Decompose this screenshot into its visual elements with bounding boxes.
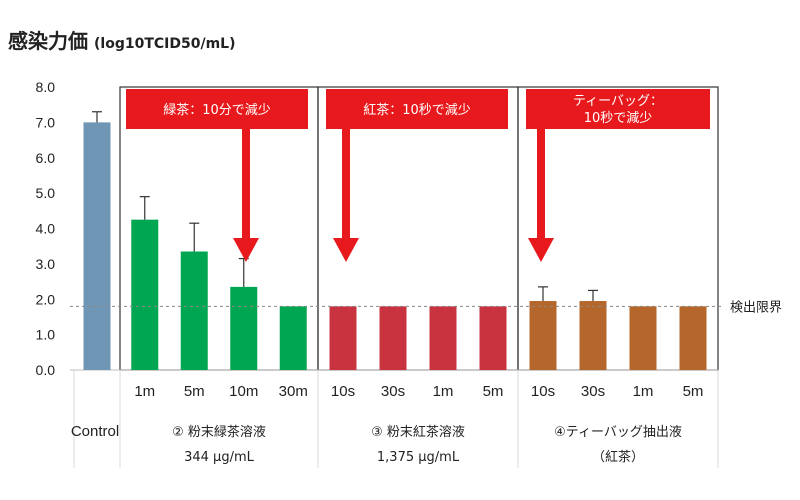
x-tick-label: 5m bbox=[184, 383, 205, 400]
bar bbox=[629, 306, 657, 370]
bar bbox=[679, 306, 707, 370]
chart-title: 感染力価 (log10TCID50/mL) bbox=[8, 29, 235, 53]
callout-box bbox=[326, 89, 508, 129]
y-tick-label: 4.0 bbox=[36, 221, 56, 237]
x-tick-label: 10s bbox=[331, 383, 355, 400]
group-label: （紅茶） bbox=[592, 449, 644, 465]
y-tick-label: 1.0 bbox=[36, 327, 56, 343]
group-panels bbox=[73, 86, 719, 468]
callouts: 緑茶：10分で減少 紅茶：10秒で減少 ティーバッグ：10秒で減少 bbox=[126, 89, 710, 262]
arrow-head bbox=[333, 238, 359, 262]
y-tick-label: 8.0 bbox=[36, 79, 56, 95]
y-tick-label: 0.0 bbox=[36, 362, 56, 378]
bar bbox=[479, 306, 507, 370]
chart-title-unit: (log10TCID50/mL) bbox=[94, 36, 235, 52]
x-tick-label: 5m bbox=[483, 383, 504, 400]
callout-text: ティーバッグ： bbox=[573, 94, 663, 109]
x-tick-label: 30s bbox=[581, 383, 605, 400]
chart-title-main: 感染力価 bbox=[8, 29, 88, 53]
category-labels: Control 1m 5m 10m 30m ② 粉末緑茶溶液 344 µg/mL 10s 30s… bbox=[71, 383, 704, 465]
x-tick-label: 10s bbox=[531, 383, 555, 400]
y-tick-label: 5.0 bbox=[36, 185, 56, 201]
bar bbox=[230, 286, 258, 370]
bar bbox=[180, 251, 208, 370]
x-tick-label: 30m bbox=[279, 383, 308, 400]
callout-text: 緑茶：10分で減少 bbox=[163, 102, 271, 118]
y-tick-label: 7.0 bbox=[36, 114, 56, 130]
bar bbox=[429, 306, 457, 370]
group-label: ② 粉末緑茶溶液 bbox=[172, 424, 266, 440]
arrow-head bbox=[233, 238, 259, 262]
arrow-shaft bbox=[342, 127, 350, 240]
bar bbox=[83, 122, 111, 370]
callout-text: 紅茶：10秒で減少 bbox=[363, 102, 471, 118]
x-tick-label: 1m bbox=[633, 383, 654, 400]
y-tick-label: 2.0 bbox=[36, 291, 56, 307]
group-label: 1,375 µg/mL bbox=[377, 450, 460, 465]
bar bbox=[279, 306, 307, 370]
callout-box bbox=[126, 89, 308, 129]
x-tick-label: 1m bbox=[433, 383, 454, 400]
x-tick-label: 5m bbox=[683, 383, 704, 400]
group-label: ④ティーバッグ抽出液 bbox=[554, 425, 682, 440]
x-tick-label: 1m bbox=[134, 383, 155, 400]
callout-box bbox=[526, 89, 710, 129]
group-label: Control bbox=[71, 423, 119, 440]
arrow-shaft bbox=[537, 127, 545, 240]
bar bbox=[379, 306, 407, 370]
group-label: ③ 粉末紅茶溶液 bbox=[371, 424, 465, 440]
bar bbox=[131, 219, 159, 370]
x-tick-label: 30s bbox=[381, 383, 405, 400]
bar bbox=[329, 306, 357, 370]
y-tick-label: 3.0 bbox=[36, 256, 56, 272]
detection-limit-label: 検出限界 bbox=[730, 300, 782, 315]
bar bbox=[579, 301, 607, 370]
x-tick-label: 10m bbox=[229, 383, 258, 400]
callout-text: 10秒で減少 bbox=[584, 110, 653, 126]
y-tick-label: 6.0 bbox=[36, 150, 56, 166]
bars bbox=[83, 111, 707, 370]
arrow-shaft bbox=[242, 127, 250, 240]
group-label: 344 µg/mL bbox=[184, 450, 255, 465]
bar bbox=[529, 301, 557, 370]
arrow-head bbox=[528, 238, 554, 262]
detection-limit: 検出限界 bbox=[70, 300, 782, 315]
